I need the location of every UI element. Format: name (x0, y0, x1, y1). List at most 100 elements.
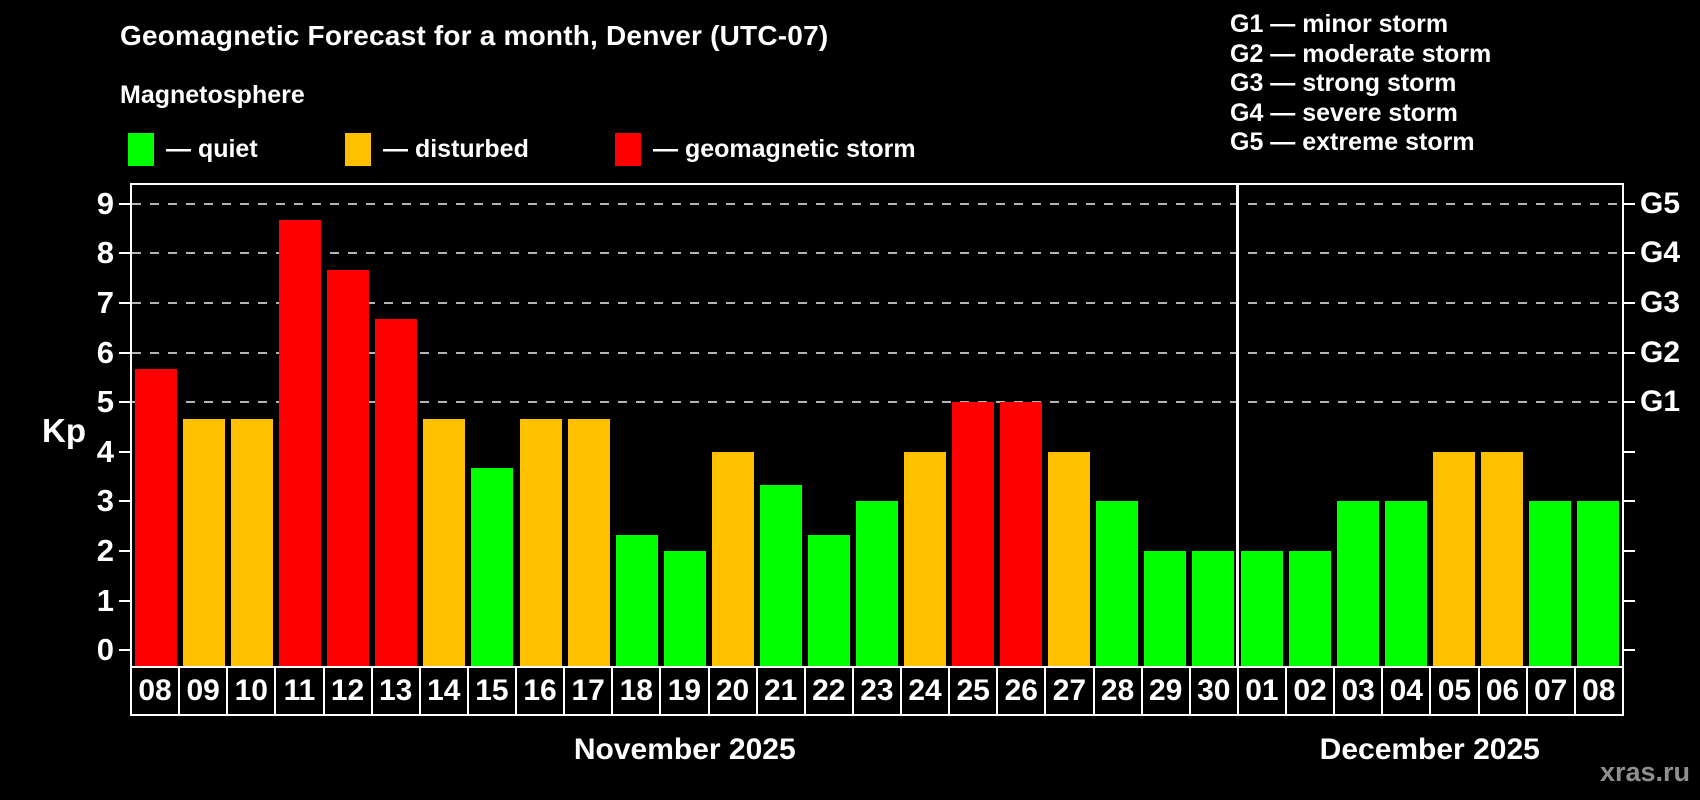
kp-bar-23 (856, 501, 898, 666)
day-cell-26: 26 (998, 668, 1047, 714)
left-axis-tick-3 (119, 500, 130, 503)
right-axis-tick-0 (1624, 649, 1635, 652)
left-axis-tick-7 (119, 302, 130, 305)
kp-bar-08 (135, 368, 178, 666)
day-cell-09: 09 (180, 668, 229, 714)
day-axis-row: 08 09 10 11 12 13 14 15 16 17 18 19 20 21 22 23 24 25 26 27… (130, 666, 1624, 716)
legend-item-storm: — geomagnetic storm (615, 133, 916, 166)
legend-item-quiet: — quiet (128, 133, 258, 166)
legend-swatch-storm (615, 133, 641, 166)
kp-bar-17 (567, 418, 610, 666)
g-legend-row-g4: G4 — severe storm (1230, 98, 1458, 127)
right-axis-tick-6 (1624, 351, 1635, 354)
kp-bar-18 (615, 534, 658, 666)
kp-bar-15 (471, 468, 514, 666)
right-axis-tick-7 (1624, 302, 1635, 305)
gridline-kp-6 (132, 351, 1622, 354)
kp-bar-06 (1480, 451, 1523, 666)
day-cell-28: 28 (1095, 668, 1143, 714)
kp-bar-22 (807, 534, 850, 666)
left-axis-tick-8 (119, 252, 130, 255)
month-label: December 2025 (1319, 733, 1540, 766)
day-cell-20: 20 (710, 668, 758, 714)
day-cell-05: 05 (1431, 668, 1480, 714)
kp-bar-13 (375, 319, 418, 666)
kp-bar-30 (1192, 550, 1235, 666)
y-tick-label-6: 6 (96, 334, 114, 370)
y-tick-label-0: 0 (96, 632, 114, 668)
left-axis-tick-6 (119, 351, 130, 354)
legend-item-disturbed: — disturbed (345, 133, 529, 166)
kp-bar-01 (1240, 550, 1283, 666)
day-cell-15: 15 (469, 668, 517, 714)
kp-bar-21 (759, 485, 802, 666)
kp-bar-03 (1336, 501, 1379, 666)
left-axis-tick-1 (119, 599, 130, 602)
kp-bar-19 (663, 550, 706, 666)
kp-bar-08 (1576, 501, 1619, 666)
legend-swatch-disturbed (345, 133, 371, 166)
day-cell-18: 18 (613, 668, 662, 714)
day-cell-03: 03 (1335, 668, 1384, 714)
month-label: November 2025 (573, 733, 796, 766)
y-tick-label-1: 1 (96, 582, 114, 618)
y-tick-label-9: 9 (96, 185, 114, 221)
kp-bar-16 (519, 418, 562, 666)
kp-bar-02 (1288, 550, 1331, 666)
day-cell-24: 24 (902, 668, 951, 714)
right-axis-tick-9 (1624, 202, 1635, 205)
kp-axis-label: Kp (42, 412, 86, 449)
g-axis-label-g5: G5 (1640, 186, 1681, 220)
kp-bar-14 (423, 418, 466, 666)
day-cell-11: 11 (276, 668, 325, 714)
day-cell-07: 07 (1528, 668, 1576, 714)
gridline-kp-9 (132, 202, 1622, 205)
day-cell-16: 16 (517, 668, 566, 714)
y-tick-label-4: 4 (96, 433, 114, 469)
kp-bar-10 (231, 418, 274, 666)
day-cell-12: 12 (325, 668, 373, 714)
day-cell-10: 10 (228, 668, 277, 714)
day-cell-25: 25 (950, 668, 999, 714)
g-scale-legend: G1 — minor storm G2 — moderate storm G3 — … (1230, 10, 1491, 158)
y-tick-label-5: 5 (96, 384, 114, 420)
legend-label-quiet: — quiet (166, 135, 258, 163)
day-cell-22: 22 (806, 668, 854, 714)
g-axis-label-g4: G4 (1640, 236, 1681, 270)
legend-label-disturbed: — disturbed (383, 135, 529, 163)
kp-bar-11 (279, 220, 322, 666)
g-legend-row-g5: G5 — extreme storm (1230, 128, 1475, 156)
g-axis-label-g3: G3 (1640, 286, 1681, 320)
kp-bar-29 (1144, 550, 1187, 666)
y-tick-label-8: 8 (96, 235, 114, 271)
day-cell-23: 23 (854, 668, 902, 714)
right-axis-tick-3 (1624, 500, 1635, 503)
day-cell-13: 13 (373, 668, 421, 714)
y-tick-label-7: 7 (96, 285, 114, 321)
kp-bar-09 (183, 418, 226, 666)
kp-bar-24 (904, 451, 947, 666)
plot-area (130, 183, 1624, 668)
left-axis-tick-0 (119, 649, 130, 652)
g-axis-label-g2: G2 (1640, 335, 1681, 369)
month-separator-line (1235, 185, 1239, 666)
right-axis-tick-4 (1624, 450, 1635, 453)
gridline-kp-5 (132, 401, 1622, 404)
day-cell-04: 04 (1383, 668, 1432, 714)
day-cell-08: 08 (132, 668, 181, 714)
left-axis-tick-2 (119, 549, 130, 552)
left-axis-tick-4 (119, 450, 130, 453)
right-axis-tick-2 (1624, 549, 1635, 552)
kp-bar-25 (952, 402, 995, 666)
left-axis-tick-9 (119, 202, 130, 205)
day-cell-27: 27 (1046, 668, 1095, 714)
day-cell-30: 30 (1191, 668, 1239, 714)
kp-bar-04 (1384, 501, 1427, 666)
day-cell-29: 29 (1143, 668, 1191, 714)
right-axis-tick-5 (1624, 401, 1635, 404)
right-axis-tick-8 (1624, 252, 1635, 255)
y-tick-label-3: 3 (96, 483, 114, 519)
g-legend-row-g2: G2 — moderate storm (1230, 39, 1492, 68)
day-cell-06: 06 (1480, 668, 1528, 714)
day-cell-19: 19 (661, 668, 710, 714)
